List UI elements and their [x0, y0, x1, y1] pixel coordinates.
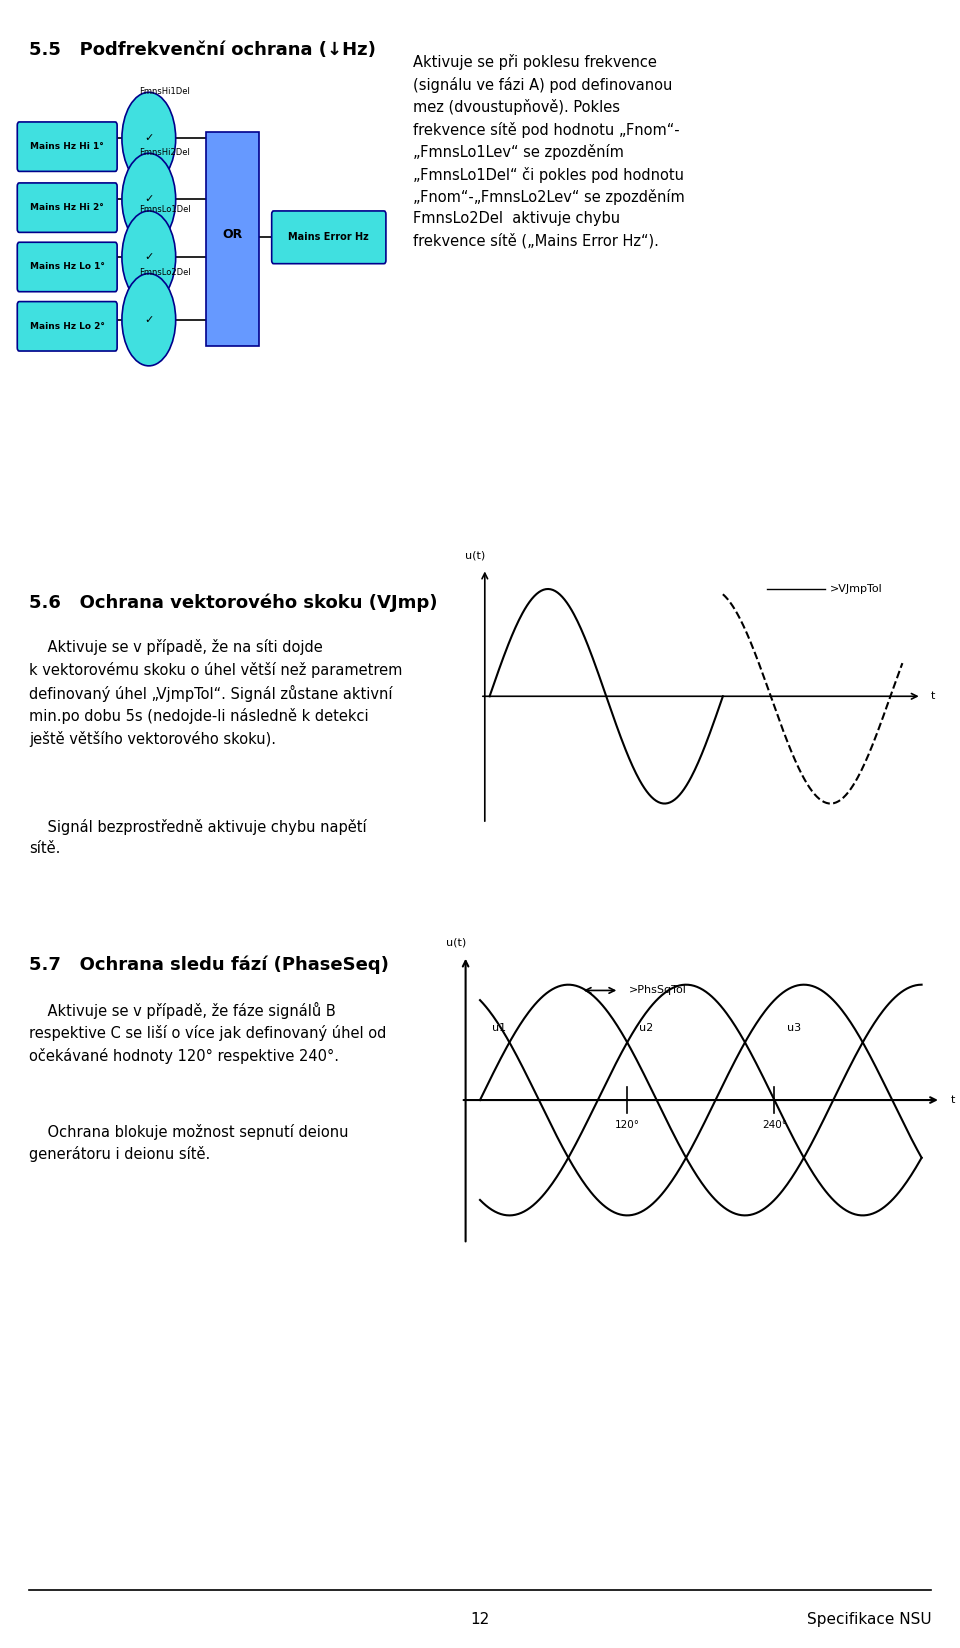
Text: Aktivuje se při poklesu frekvence
(signálu ve fázi A) pod definovanou
mez (dvous: Aktivuje se při poklesu frekvence (signá…: [413, 54, 684, 249]
Text: Mains Error Hz: Mains Error Hz: [288, 232, 370, 242]
Text: u2: u2: [639, 1023, 654, 1033]
FancyBboxPatch shape: [17, 302, 117, 351]
Text: Aktivuje se v případě, že na síti dojde
k vektorovému skoku o úhel větší než par: Aktivuje se v případě, že na síti dojde …: [29, 639, 402, 747]
Text: Mains Hz Hi 2°: Mains Hz Hi 2°: [31, 203, 104, 213]
Text: FmnsHi2Del: FmnsHi2Del: [139, 148, 190, 157]
Text: u(t): u(t): [465, 550, 486, 560]
Text: 5.5   Podfrekvenční ochrana (↓Hz): 5.5 Podfrekvenční ochrana (↓Hz): [29, 41, 375, 59]
Text: 5.6   Ochrana vektorového skoku (VJmp): 5.6 Ochrana vektorového skoku (VJmp): [29, 593, 438, 611]
Text: u(t): u(t): [445, 938, 467, 948]
Text: ✓: ✓: [144, 133, 154, 143]
Text: ✓: ✓: [144, 194, 154, 204]
FancyBboxPatch shape: [17, 242, 117, 292]
Text: 120°: 120°: [614, 1121, 639, 1131]
Text: ✓: ✓: [144, 252, 154, 262]
Text: Specifikace NSU: Specifikace NSU: [806, 1612, 931, 1627]
Text: Signál bezprostředně aktivuje chybu napětí
sítě.: Signál bezprostředně aktivuje chybu napě…: [29, 819, 367, 855]
FancyBboxPatch shape: [206, 132, 259, 346]
Text: >PhsSqTol: >PhsSqTol: [629, 986, 686, 995]
Text: Mains Hz Lo 2°: Mains Hz Lo 2°: [30, 321, 105, 331]
Text: FmnsLo2Del: FmnsLo2Del: [139, 269, 191, 277]
FancyBboxPatch shape: [17, 122, 117, 171]
Text: Mains Hz Lo 1°: Mains Hz Lo 1°: [30, 262, 105, 272]
Text: t: t: [950, 1094, 955, 1106]
FancyBboxPatch shape: [272, 211, 386, 264]
Text: u3: u3: [786, 1023, 801, 1033]
Text: Aktivuje se v případě, že fáze signálů B
respektive C se liší o více jak definov: Aktivuje se v případě, že fáze signálů B…: [29, 1002, 386, 1065]
Text: >VJmpTol: >VJmpTol: [829, 583, 882, 593]
Text: 12: 12: [470, 1612, 490, 1627]
Circle shape: [122, 92, 176, 185]
Text: FmnsHi1Del: FmnsHi1Del: [139, 87, 190, 96]
Text: Ochrana blokuje možnost sepnutí deionu
generátoru i deionu sítě.: Ochrana blokuje možnost sepnutí deionu g…: [29, 1124, 348, 1162]
Text: 5.7   Ochrana sledu fází (PhaseSeq): 5.7 Ochrana sledu fází (PhaseSeq): [29, 956, 389, 974]
Text: t: t: [931, 691, 936, 702]
Text: ✓: ✓: [144, 315, 154, 325]
Text: 240°: 240°: [762, 1121, 787, 1131]
Circle shape: [122, 211, 176, 303]
Text: Mains Hz Hi 1°: Mains Hz Hi 1°: [31, 142, 104, 152]
Text: u1: u1: [492, 1023, 506, 1033]
Circle shape: [122, 274, 176, 366]
Text: FmnsLo1Del: FmnsLo1Del: [139, 206, 191, 214]
FancyBboxPatch shape: [17, 183, 117, 232]
Text: OR: OR: [223, 227, 243, 241]
Circle shape: [122, 153, 176, 246]
